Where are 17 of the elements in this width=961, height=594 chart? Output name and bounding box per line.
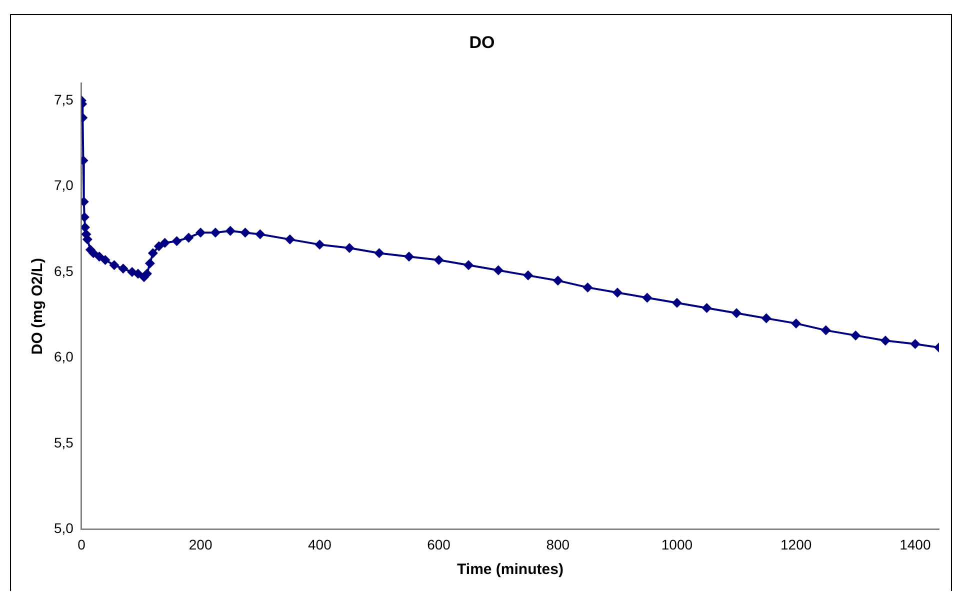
y-tick-label: 5,5 [54,434,74,450]
x-tick-label: 600 [427,536,451,552]
x-axis-title: Time (minutes) [457,561,564,578]
y-tick-label: 6,0 [54,348,74,365]
y-tick-label: 7,5 [54,91,74,108]
x-tick-label: 800 [546,536,570,552]
y-tick-label: 6,5 [54,262,74,279]
chart-title: DO [469,32,495,52]
x-tick-label: 200 [188,536,212,552]
x-tick-label: 1000 [661,536,693,552]
x-tick-label: 1400 [900,536,931,552]
y-tick-label: 7,0 [54,177,74,194]
x-tick-label: 0 [78,536,86,552]
x-tick-label: 1200 [780,536,812,552]
y-tick-label: 5,0 [54,520,74,536]
y-axis-title: DO (mg O2/L) [29,258,46,355]
x-tick-label: 400 [308,536,332,552]
